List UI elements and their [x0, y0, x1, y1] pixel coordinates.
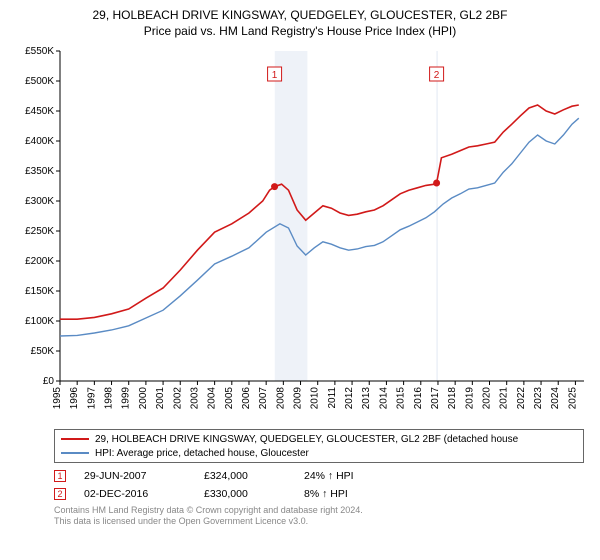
svg-text:2005: 2005 — [224, 387, 235, 410]
svg-text:2011: 2011 — [327, 387, 338, 409]
svg-text:2022: 2022 — [516, 387, 527, 410]
svg-text:1995: 1995 — [52, 387, 63, 410]
sale-price-1: £324,000 — [204, 470, 304, 482]
svg-text:2008: 2008 — [275, 387, 286, 410]
svg-text:2017: 2017 — [430, 387, 441, 410]
legend-swatch-property — [61, 438, 89, 440]
footnote: Contains HM Land Registry data © Crown c… — [54, 505, 590, 528]
svg-text:2015: 2015 — [396, 387, 407, 410]
svg-text:£200K: £200K — [25, 256, 54, 267]
legend-row-hpi: HPI: Average price, detached house, Glou… — [61, 446, 577, 460]
svg-text:2007: 2007 — [258, 387, 269, 410]
svg-text:£50K: £50K — [31, 346, 55, 357]
svg-text:2004: 2004 — [207, 387, 218, 410]
svg-text:1998: 1998 — [104, 387, 115, 410]
svg-text:2012: 2012 — [344, 387, 355, 410]
sale-row-2: 2 02-DEC-2016 £330,000 8% ↑ HPI — [54, 485, 590, 503]
svg-text:2013: 2013 — [361, 387, 372, 410]
svg-text:1999: 1999 — [121, 387, 132, 410]
svg-text:2023: 2023 — [533, 387, 544, 410]
svg-text:£100K: £100K — [25, 316, 54, 327]
svg-text:2020: 2020 — [482, 387, 493, 410]
sale-date-1: 29-JUN-2007 — [84, 470, 204, 482]
sale-marker-2-num: 2 — [57, 489, 62, 499]
svg-text:2019: 2019 — [464, 387, 475, 410]
footnote-line-2: This data is licensed under the Open Gov… — [54, 516, 590, 527]
svg-text:2025: 2025 — [567, 387, 578, 410]
legend-swatch-hpi — [61, 452, 89, 454]
sale-hpi-1: 24% ↑ HPI — [304, 470, 424, 482]
svg-text:£400K: £400K — [25, 136, 54, 147]
chart-area: £0 £50K £100K £150K £200K £250K £300K £350K £400… — [10, 45, 590, 425]
sale-marker-2: 2 — [54, 488, 66, 500]
svg-text:2002: 2002 — [172, 387, 183, 410]
title-line-1: 29, HOLBEACH DRIVE KINGSWAY, QUEDGELEY, … — [10, 8, 590, 24]
svg-text:1996: 1996 — [69, 387, 80, 410]
svg-text:£250K: £250K — [25, 226, 54, 237]
svg-text:2: 2 — [434, 70, 440, 81]
legend-row-property: 29, HOLBEACH DRIVE KINGSWAY, QUEDGELEY, … — [61, 432, 577, 446]
svg-text:£350K: £350K — [25, 166, 54, 177]
svg-text:2018: 2018 — [447, 387, 458, 410]
sales-table: 1 29-JUN-2007 £324,000 24% ↑ HPI 2 02-DE… — [54, 467, 590, 503]
sale-marker-1: 1 — [54, 470, 66, 482]
sale-marker-1-num: 1 — [57, 471, 62, 481]
sale-hpi-2: 8% ↑ HPI — [304, 488, 424, 500]
svg-text:2003: 2003 — [189, 387, 200, 410]
svg-text:2016: 2016 — [413, 387, 424, 410]
chart-container: 29, HOLBEACH DRIVE KINGSWAY, QUEDGELEY, … — [0, 0, 600, 560]
svg-text:2010: 2010 — [310, 387, 321, 410]
legend-label-hpi: HPI: Average price, detached house, Glou… — [95, 448, 309, 459]
svg-text:£0: £0 — [43, 376, 55, 387]
footnote-line-1: Contains HM Land Registry data © Crown c… — [54, 505, 590, 516]
sale-row-1: 1 29-JUN-2007 £324,000 24% ↑ HPI — [54, 467, 590, 485]
svg-text:£300K: £300K — [25, 196, 54, 207]
svg-text:£550K: £550K — [25, 46, 54, 57]
svg-text:1997: 1997 — [86, 387, 97, 410]
svg-text:1: 1 — [272, 70, 278, 81]
legend-label-property: 29, HOLBEACH DRIVE KINGSWAY, QUEDGELEY, … — [95, 434, 518, 445]
svg-text:2001: 2001 — [155, 387, 166, 410]
svg-text:2021: 2021 — [499, 387, 510, 410]
title-line-2: Price paid vs. HM Land Registry's House … — [10, 24, 590, 40]
svg-text:2009: 2009 — [293, 387, 304, 410]
line-chart-svg: £0 £50K £100K £150K £200K £250K £300K £350K £400… — [10, 45, 590, 425]
svg-text:£450K: £450K — [25, 106, 54, 117]
legend-box: 29, HOLBEACH DRIVE KINGSWAY, QUEDGELEY, … — [54, 429, 584, 463]
svg-text:2000: 2000 — [138, 387, 149, 410]
svg-text:£500K: £500K — [25, 76, 54, 87]
svg-text:2014: 2014 — [378, 387, 389, 410]
sale-price-2: £330,000 — [204, 488, 304, 500]
svg-text:2024: 2024 — [550, 387, 561, 410]
sale-date-2: 02-DEC-2016 — [84, 488, 204, 500]
svg-text:£150K: £150K — [25, 286, 54, 297]
svg-text:2006: 2006 — [241, 387, 252, 410]
